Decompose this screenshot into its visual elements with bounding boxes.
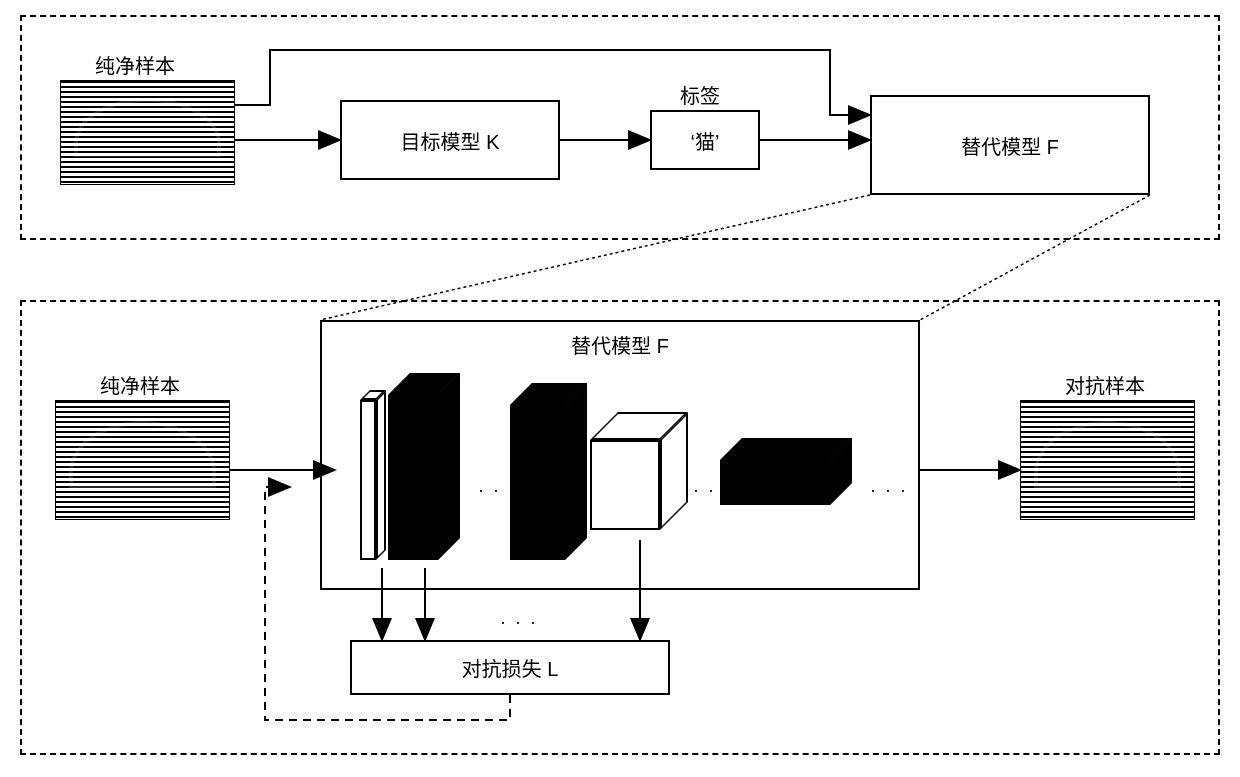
tag-box: ‘猫’ (650, 110, 760, 170)
target-model-box: 目标模型 K (340, 100, 560, 180)
loss-box: 对抗损失 L (350, 640, 670, 695)
bottom-clean-sample-image (55, 400, 230, 520)
adv-sample-label: 对抗样本 (1065, 370, 1145, 399)
ellipsis-3: · · · (500, 612, 538, 633)
loss-box-label: 对抗损失 L (462, 653, 559, 682)
ellipsis-2: · · · (870, 480, 908, 501)
top-surrogate-label: 替代模型 F (961, 131, 1059, 160)
bottom-clean-sample-label: 纯净样本 (100, 370, 180, 399)
adv-sample-image (1020, 400, 1195, 520)
ellipsis-1: · · · (693, 480, 731, 501)
bottom-surrogate-label: 替代模型 F (571, 330, 669, 359)
ellipsis-0: · · · (478, 480, 516, 501)
tag-label: 标签 (680, 80, 720, 109)
top-surrogate-box: 替代模型 F (870, 95, 1150, 195)
top-clean-sample-image (60, 80, 235, 185)
top-clean-sample-label: 纯净样本 (95, 50, 175, 79)
target-model-label: 目标模型 K (401, 126, 500, 155)
tag-box-text: ‘猫’ (691, 126, 720, 155)
